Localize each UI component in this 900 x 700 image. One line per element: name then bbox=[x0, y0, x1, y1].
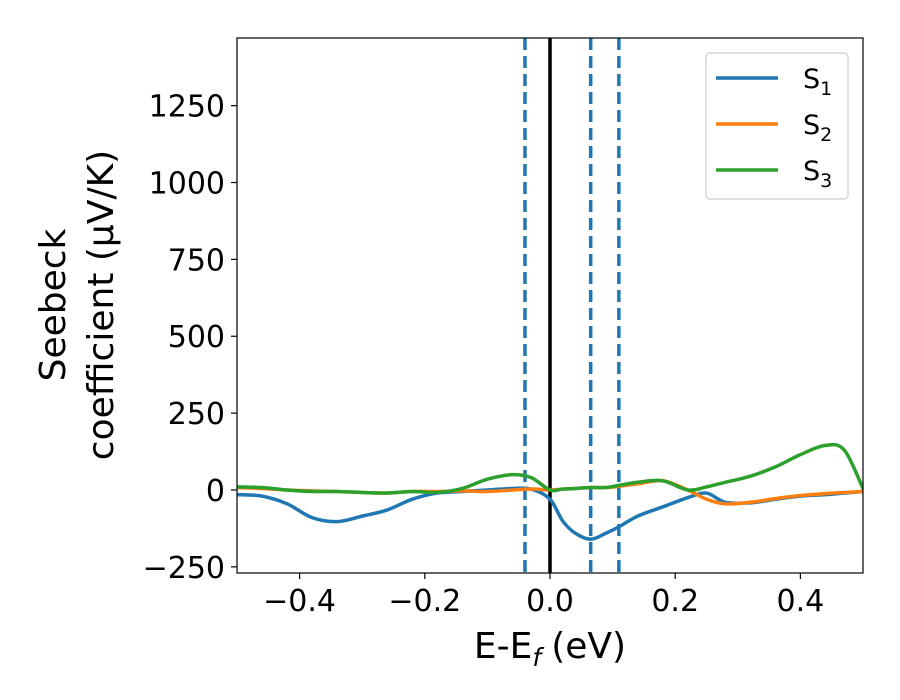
x-axis-label-unit: (eV) bbox=[551, 626, 626, 667]
x-tick-label: −0.4 bbox=[263, 584, 336, 619]
legend-label-s1: S1 bbox=[803, 64, 832, 100]
x-tick-label: −0.2 bbox=[388, 584, 461, 619]
legend-label-s3: S3 bbox=[803, 156, 832, 192]
x-tick-label: 0.2 bbox=[651, 584, 699, 619]
x-axis-ticks: −0.4 −0.2 0.0 0.2 0.4 bbox=[263, 573, 824, 619]
x-tick-label: 0.4 bbox=[777, 584, 825, 619]
y-tick-label: 250 bbox=[168, 397, 225, 432]
x-axis-label-main: E-E bbox=[474, 626, 532, 667]
x-axis-label-sub: f bbox=[532, 643, 544, 672]
x-tick-label: 0.0 bbox=[526, 584, 574, 619]
y-axis-label: Seebeck coefficient (μV/K) bbox=[33, 150, 122, 460]
y-tick-label: 750 bbox=[168, 243, 225, 278]
legend-label-s2: S2 bbox=[803, 110, 832, 146]
y-axis-label-line2: coefficient (μV/K) bbox=[81, 150, 122, 460]
x-axis-label: E-Ef (eV) bbox=[474, 626, 626, 672]
y-tick-label: 0 bbox=[206, 474, 225, 509]
legend: S1 S2 S3 bbox=[705, 52, 849, 200]
legend-box bbox=[705, 52, 849, 200]
y-tick-label: 1000 bbox=[149, 167, 225, 202]
reference-lines bbox=[523, 38, 621, 573]
y-axis-ticks: −250 0 250 500 750 1000 1250 bbox=[143, 90, 237, 586]
y-tick-label: 1250 bbox=[149, 90, 225, 125]
y-tick-label: −250 bbox=[143, 551, 225, 586]
series-line-s3 bbox=[237, 442, 863, 495]
series-lines bbox=[237, 442, 863, 541]
y-tick-label: 500 bbox=[168, 320, 225, 355]
y-axis-label-line1: Seebeck bbox=[33, 228, 74, 381]
